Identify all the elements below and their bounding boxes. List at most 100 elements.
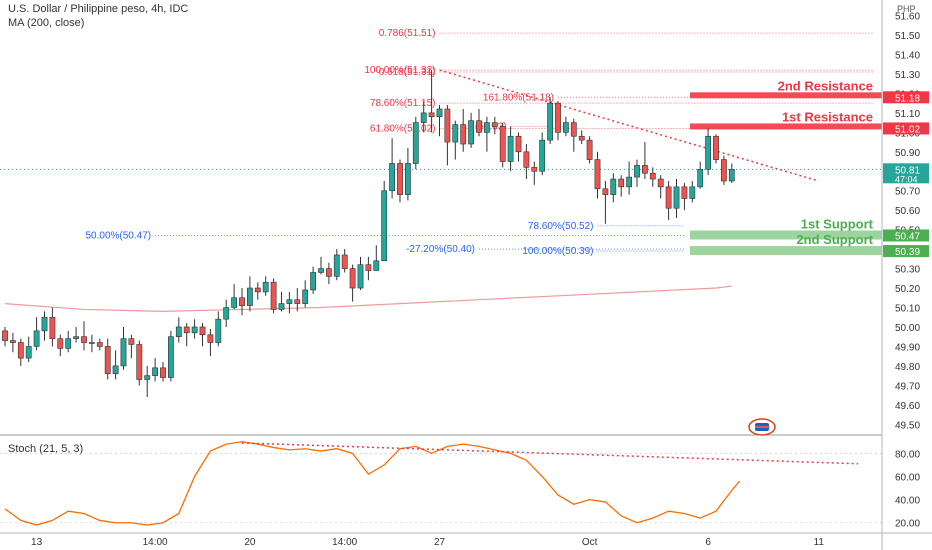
fib-level-label: 78.60%(50.52): [528, 221, 594, 232]
fib-level-label: (51.03): [475, 122, 507, 133]
candle-body: [239, 297, 245, 306]
candle-body: [547, 102, 553, 141]
stoch-tick-label: 40.00: [895, 496, 920, 507]
candle-body: [191, 326, 198, 334]
time-tick-label: 14:00: [332, 537, 357, 548]
candle-body: [120, 338, 127, 367]
candle-body: [602, 188, 609, 195]
candle-body: [65, 338, 72, 349]
candle-body: [183, 326, 190, 334]
candle-body: [223, 307, 230, 320]
stoch-tick-label: 80.00: [895, 449, 920, 460]
price-badge-label: 50.47: [895, 231, 920, 242]
price-badge-label: 50.81: [895, 165, 920, 176]
fib-level-label: 100.00%(50.39): [522, 246, 593, 257]
time-axis: 13 14:00 20 14:00 27 Oct 6 11: [0, 532, 932, 548]
candle-body: [247, 287, 253, 306]
candle-body: [199, 326, 206, 336]
stoch-tick-label: 60.00: [895, 472, 920, 483]
ma200-line: [4, 285, 732, 312]
main-pane: 0.786(51.51) 100.00%(51.32)0.618(51.31) 16…: [0, 28, 882, 436]
candle-body: [373, 260, 380, 271]
price-tick-label: 51.60: [895, 12, 920, 23]
candle-body: [389, 163, 395, 192]
chart-title: U.S. Dollar / Philippine peso, 4h, IDC: [8, 3, 189, 15]
time-tick-label: Oct: [582, 537, 598, 548]
candle-body: [491, 122, 498, 127]
time-tick-label: 14:00: [143, 537, 168, 548]
zone-band: [690, 230, 882, 240]
price-tick-label: 51.40: [895, 50, 920, 61]
candle-body: [254, 287, 261, 293]
candle-body: [697, 169, 704, 188]
zone-label: 1st Support: [801, 216, 874, 231]
candle-body: [318, 268, 324, 273]
price-badge: [883, 122, 929, 135]
time-tick-label: 6: [705, 537, 711, 548]
price-badge: [883, 91, 929, 104]
candle-body: [657, 178, 664, 188]
fib-level-label: -27.20%(50.40): [406, 244, 475, 255]
candle-body: [152, 367, 158, 376]
price-tick-label: 50.20: [895, 284, 920, 295]
candle-body: [499, 126, 506, 162]
price-tick-label: 49.70: [895, 381, 920, 392]
candle-body: [586, 139, 593, 160]
candle-body: [207, 334, 214, 343]
candle-body: [436, 108, 443, 118]
fib-level-label: 0.786(51.51): [379, 28, 436, 39]
candle-body: [215, 318, 222, 343]
candle-body: [626, 176, 632, 188]
candle-body: [341, 254, 348, 269]
candle-body: [365, 264, 372, 271]
candle-body: [665, 186, 672, 209]
candle-body: [412, 122, 419, 164]
candle-body: [349, 268, 356, 289]
candle-body: [270, 281, 277, 310]
candle-body: [168, 336, 174, 378]
candle-body: [325, 268, 332, 277]
zone-band: [690, 246, 882, 256]
price-badge: [883, 229, 929, 242]
price-badge: [883, 245, 929, 258]
candle-body: [25, 346, 32, 359]
candle-body: [539, 139, 546, 172]
stoch-indicator-label: Stoch (21, 5, 3): [8, 443, 84, 455]
candle-body: [397, 163, 403, 195]
candle-body: [302, 289, 309, 304]
price-tick-label: 50.60: [895, 206, 920, 217]
candle-body: [278, 303, 285, 310]
candle-body: [428, 112, 435, 118]
candle-body: [452, 124, 459, 143]
candle-body: [570, 122, 577, 137]
price-tick-label: 50.90: [895, 148, 920, 159]
candle-body: [610, 178, 617, 195]
candle-body: [2, 330, 8, 341]
stoch-tick-label: 20.00: [895, 519, 920, 530]
candle-body: [33, 330, 40, 347]
ma-indicator-label: MA (200, close): [8, 17, 85, 29]
candle-body: [562, 122, 569, 133]
zone-label: 2nd Support: [796, 232, 873, 247]
candle-body: [515, 135, 522, 153]
candle-body: [112, 365, 119, 374]
candle-body: [286, 299, 293, 304]
price-tick-label: 50.70: [895, 187, 920, 198]
candle-body: [713, 135, 719, 160]
candle-body: [357, 264, 364, 289]
candle-body: [10, 340, 16, 343]
price-tick-label: 49.50: [895, 420, 920, 431]
candle-body: [523, 151, 530, 168]
fib-level-label: 100.00%(51.32): [364, 65, 435, 76]
candle-body: [468, 120, 474, 145]
candle-body: [128, 338, 135, 345]
candle-body: [136, 344, 143, 380]
candle-body: [41, 316, 48, 332]
candle-body: [618, 178, 625, 188]
candle-body: [81, 336, 87, 343]
candle-body: [460, 124, 467, 145]
candle-body: [720, 159, 727, 182]
candle-body: [404, 163, 411, 195]
candle-body: [49, 316, 56, 339]
